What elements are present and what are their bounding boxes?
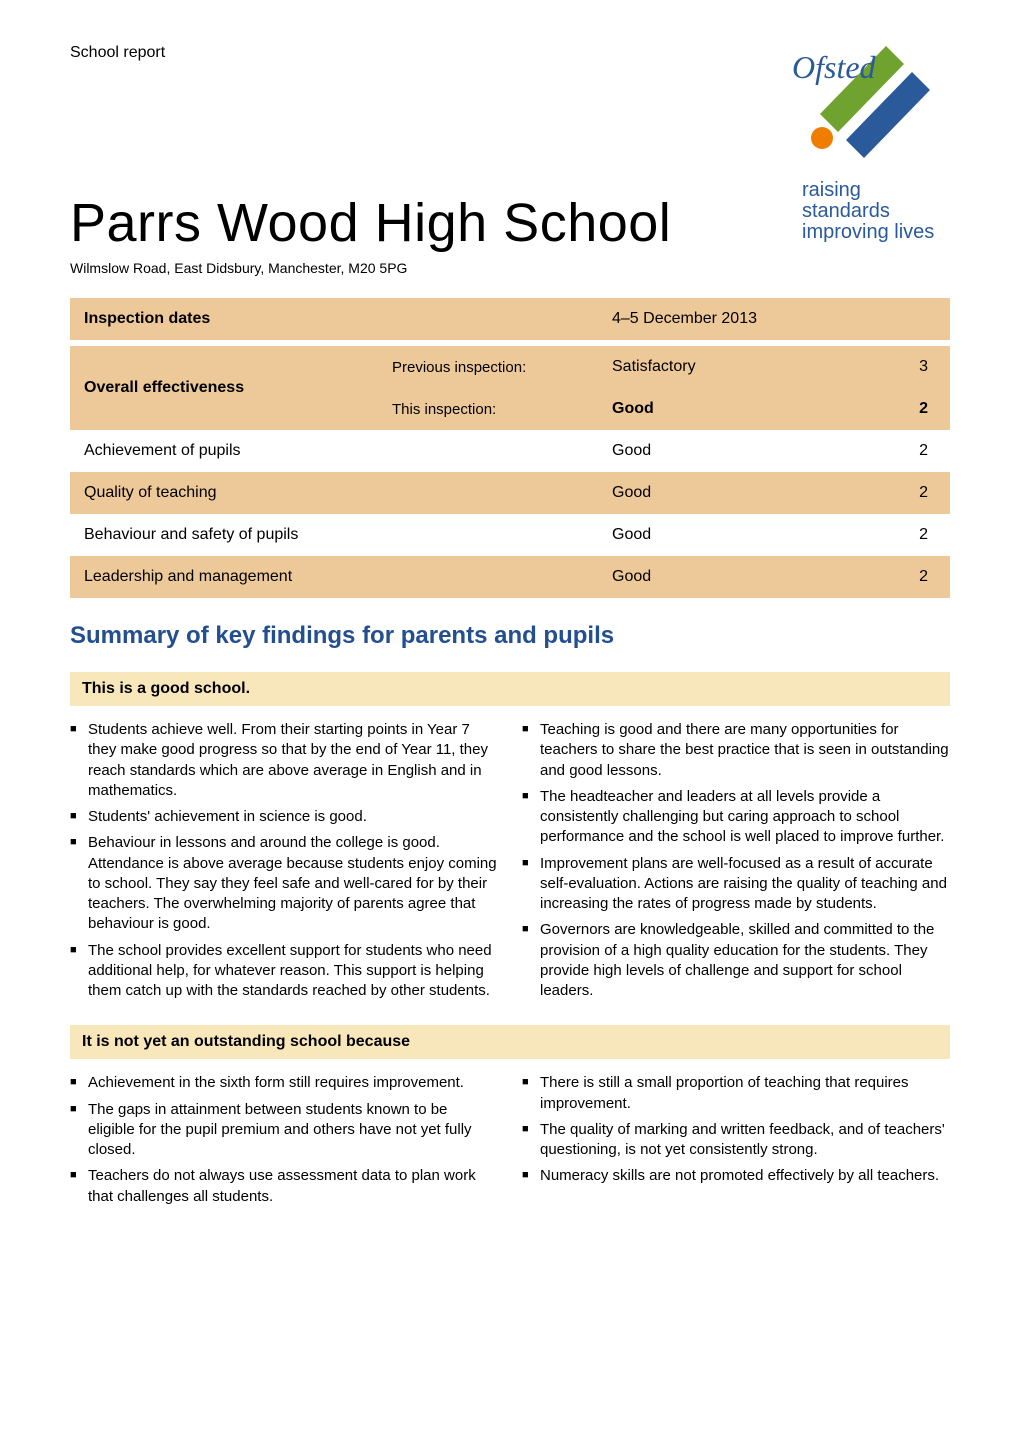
inspection-table: Inspection dates 4–5 December 2013 Overall… xyxy=(70,298,950,598)
good-school-band: This is a good school. xyxy=(70,672,950,706)
table-row: Overall effectivenessPrevious inspection… xyxy=(70,346,950,388)
good-school-columns: Students achieve well. From their starti… xyxy=(70,720,950,1007)
ofsted-tagline-line1: raising standards xyxy=(802,180,942,222)
not-outstanding-right-list: There is still a small proportion of tea… xyxy=(522,1073,950,1186)
ofsted-tagline: raising standards improving lives xyxy=(802,180,942,243)
inspection-table-body: Inspection dates 4–5 December 2013 Overall… xyxy=(70,298,950,598)
list-item: Numeracy skills are not promoted effecti… xyxy=(522,1166,950,1186)
table-cell: Inspection dates xyxy=(70,298,378,340)
table-cell: Good xyxy=(598,388,862,430)
table-cell xyxy=(378,472,598,514)
table-row: Leadership and management Good2 xyxy=(70,556,950,598)
list-item: Teaching is good and there are many oppo… xyxy=(522,720,950,781)
table-cell: 2 xyxy=(862,556,950,598)
list-item: The school provides excellent support fo… xyxy=(70,941,498,1002)
list-item: Improvement plans are well-focused as a … xyxy=(522,854,950,915)
table-cell: Previous inspection: xyxy=(378,346,598,388)
table-row: Behaviour and safety of pupils Good2 xyxy=(70,514,950,556)
good-school-right-list: Teaching is good and there are many oppo… xyxy=(522,720,950,1001)
table-cell xyxy=(862,298,950,340)
table-cell xyxy=(378,556,598,598)
table-cell: Satisfactory xyxy=(598,346,862,388)
table-row: Inspection dates 4–5 December 2013 xyxy=(70,298,950,340)
table-cell: 3 xyxy=(862,346,950,388)
table-cell: 2 xyxy=(862,472,950,514)
table-cell: Good xyxy=(598,472,862,514)
table-cell: 4–5 December 2013 xyxy=(598,298,862,340)
good-school-heading: This is a good school. xyxy=(82,680,938,698)
page-root: School report Ofsted raising standards i… xyxy=(0,0,1020,1442)
summary-heading: Summary of key findings for parents and … xyxy=(70,622,950,650)
table-cell xyxy=(378,430,598,472)
table-cell: Behaviour and safety of pupils xyxy=(70,514,378,556)
list-item: The quality of marking and written feedb… xyxy=(522,1120,950,1161)
table-cell: 2 xyxy=(862,514,950,556)
ofsted-tagline-line2: improving lives xyxy=(802,222,942,243)
list-item: Students achieve well. From their starti… xyxy=(70,720,498,801)
not-outstanding-left-list: Achievement in the sixth form still requ… xyxy=(70,1073,498,1207)
not-outstanding-columns: Achievement in the sixth form still requ… xyxy=(70,1073,950,1213)
table-cell: 2 xyxy=(862,430,950,472)
not-outstanding-band: It is not yet an outstanding school beca… xyxy=(70,1025,950,1059)
table-cell: Good xyxy=(598,430,862,472)
list-item: Behaviour in lessons and around the coll… xyxy=(70,833,498,934)
table-cell xyxy=(378,298,598,340)
table-cell: Quality of teaching xyxy=(70,472,378,514)
table-row: Achievement of pupils Good2 xyxy=(70,430,950,472)
table-cell xyxy=(378,514,598,556)
ofsted-logo: Ofsted xyxy=(790,38,950,168)
not-outstanding-heading: It is not yet an outstanding school beca… xyxy=(82,1033,938,1051)
list-item: There is still a small proportion of tea… xyxy=(522,1073,950,1114)
list-item: The headteacher and leaders at all level… xyxy=(522,787,950,848)
list-item: Teachers do not always use assessment da… xyxy=(70,1166,498,1207)
school-address: Wilmslow Road, East Didsbury, Manchester… xyxy=(70,260,950,276)
table-cell: Achievement of pupils xyxy=(70,430,378,472)
ofsted-wordmark: Ofsted xyxy=(792,49,877,85)
table-row: Quality of teaching Good2 xyxy=(70,472,950,514)
table-cell: 2 xyxy=(862,388,950,430)
table-cell: Leadership and management xyxy=(70,556,378,598)
table-cell: Good xyxy=(598,556,862,598)
good-school-left-list: Students achieve well. From their starti… xyxy=(70,720,498,1001)
list-item: Achievement in the sixth form still requ… xyxy=(70,1073,498,1093)
table-cell: Good xyxy=(598,514,862,556)
list-item: Governors are knowledgeable, skilled and… xyxy=(522,920,950,1001)
overall-effectiveness-label: Overall effectiveness xyxy=(70,346,378,430)
list-item: Students' achievement in science is good… xyxy=(70,807,498,827)
list-item: The gaps in attainment between students … xyxy=(70,1100,498,1161)
table-cell: This inspection: xyxy=(378,388,598,430)
